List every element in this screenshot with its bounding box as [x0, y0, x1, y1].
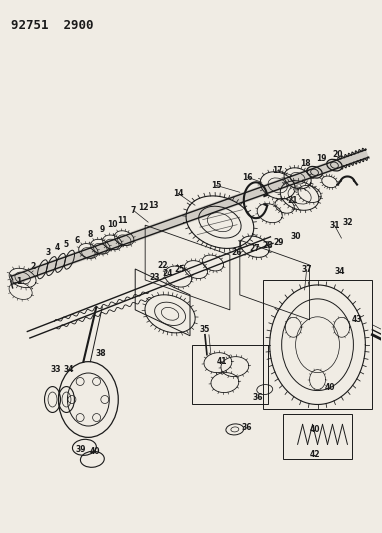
- Text: 5: 5: [64, 239, 69, 248]
- Text: 23: 23: [149, 273, 159, 282]
- Text: 21: 21: [287, 196, 298, 205]
- Text: 36: 36: [253, 393, 263, 402]
- Text: 15: 15: [211, 181, 221, 190]
- Text: 10: 10: [107, 220, 118, 229]
- Text: 16: 16: [243, 173, 253, 182]
- Text: 43: 43: [352, 316, 363, 324]
- Text: 8: 8: [88, 230, 93, 239]
- Text: 17: 17: [272, 166, 283, 175]
- Text: 6: 6: [75, 236, 80, 245]
- Text: 38: 38: [95, 349, 106, 358]
- Text: 11: 11: [117, 216, 128, 225]
- Text: 30: 30: [290, 232, 301, 240]
- Text: 14: 14: [173, 189, 183, 198]
- Text: 3: 3: [46, 247, 51, 256]
- Text: 40: 40: [90, 447, 100, 456]
- Text: 34: 34: [334, 268, 345, 277]
- Text: 2: 2: [30, 262, 35, 271]
- Text: 40: 40: [324, 383, 335, 392]
- Text: 12: 12: [138, 203, 149, 212]
- Text: 7: 7: [131, 206, 136, 215]
- Text: 25: 25: [175, 265, 185, 274]
- Text: 9: 9: [100, 224, 105, 233]
- Text: 35: 35: [200, 325, 210, 334]
- Text: 33: 33: [50, 365, 61, 374]
- Text: 18: 18: [300, 159, 311, 168]
- Text: 19: 19: [316, 154, 327, 163]
- Text: 13: 13: [148, 201, 159, 209]
- Text: 37: 37: [301, 265, 312, 274]
- Text: 24: 24: [163, 270, 173, 278]
- Text: 36: 36: [241, 423, 252, 432]
- Text: 29: 29: [274, 238, 284, 247]
- Text: 42: 42: [309, 450, 320, 459]
- Text: 41: 41: [217, 357, 227, 366]
- Bar: [192, 345, 268, 405]
- Text: 92751  2900: 92751 2900: [11, 19, 93, 32]
- Text: 40: 40: [309, 425, 320, 434]
- Text: 4: 4: [55, 243, 60, 252]
- Bar: [283, 415, 353, 459]
- Text: 34: 34: [63, 365, 74, 374]
- Text: 31: 31: [329, 221, 340, 230]
- Text: 28: 28: [262, 240, 273, 249]
- Text: 22: 22: [158, 261, 168, 270]
- Text: 32: 32: [342, 217, 353, 227]
- Text: 26: 26: [231, 247, 242, 256]
- Text: 39: 39: [75, 445, 86, 454]
- Text: 20: 20: [332, 150, 343, 159]
- Bar: [263, 280, 372, 409]
- Text: 1: 1: [16, 278, 21, 286]
- Text: 27: 27: [249, 244, 260, 253]
